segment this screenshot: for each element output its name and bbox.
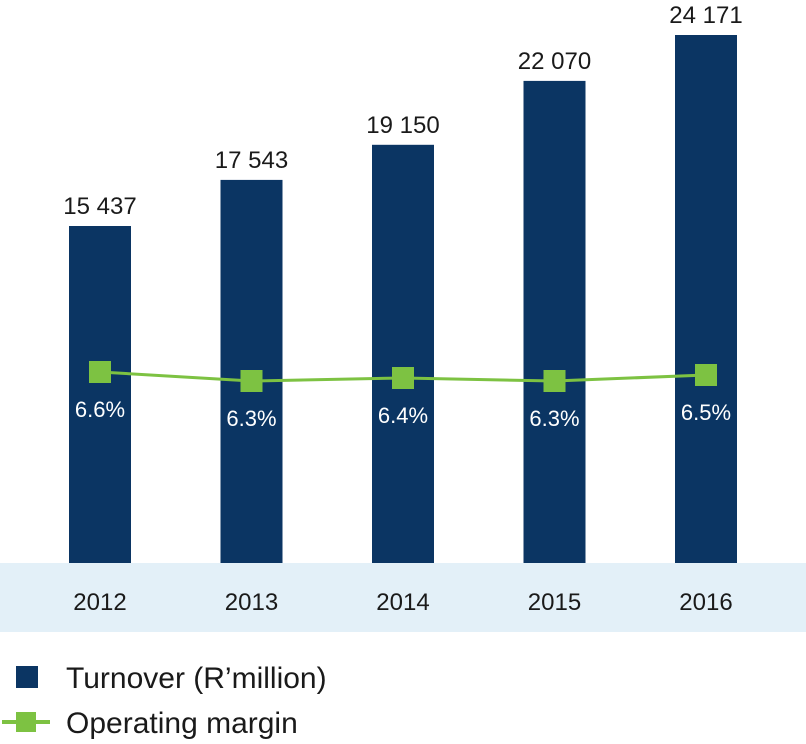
x-tick-2014: 2014 — [376, 589, 429, 616]
x-tick-2016: 2016 — [679, 589, 732, 616]
legend-margin-swatch — [16, 712, 36, 732]
bar-series — [69, 35, 737, 564]
margin-point-2014 — [392, 367, 414, 389]
bar-label-2013: 17 543 — [215, 147, 288, 174]
margin-label-2014: 6.4% — [378, 403, 428, 428]
x-axis-band — [0, 563, 806, 632]
legend-turnover-label: Turnover (R’million) — [66, 662, 327, 695]
margin-point-2012 — [89, 361, 111, 383]
bar-2016 — [675, 35, 737, 563]
bar-2012 — [69, 226, 131, 563]
bar-2014 — [372, 144, 434, 564]
x-tick-2012: 2012 — [73, 589, 126, 616]
x-tick-2013: 2013 — [225, 589, 278, 616]
bar-2015 — [523, 80, 586, 564]
x-axis-tick-labels: 2012 2013 2014 2015 2016 — [73, 589, 732, 616]
legend-turnover-swatch — [16, 666, 38, 688]
bar-label-2012: 15 437 — [63, 193, 136, 220]
legend-margin-label: Operating margin — [66, 707, 298, 740]
margin-label-2016: 6.5% — [681, 400, 731, 425]
margin-point-2013 — [240, 370, 263, 392]
bar-label-2015: 22 070 — [518, 48, 591, 75]
margin-value-labels: 6.6% 6.3% 6.4% 6.3% 6.5% — [75, 397, 731, 431]
legend: Turnover (R’million) Operating margin — [2, 662, 327, 740]
margin-label-2013: 6.3% — [226, 406, 276, 431]
margin-point-2016 — [695, 364, 717, 386]
bar-label-2016: 24 171 — [669, 2, 742, 29]
margin-point-2015 — [543, 370, 566, 392]
x-tick-2015: 2015 — [528, 589, 581, 616]
margin-label-2012: 6.6% — [75, 397, 125, 422]
margin-label-2015: 6.3% — [529, 406, 579, 431]
bar-label-2014: 19 150 — [366, 112, 439, 139]
bar-value-labels: 15 437 17 543 19 150 22 070 24 171 — [63, 2, 742, 220]
operating-margin-series — [89, 361, 717, 392]
